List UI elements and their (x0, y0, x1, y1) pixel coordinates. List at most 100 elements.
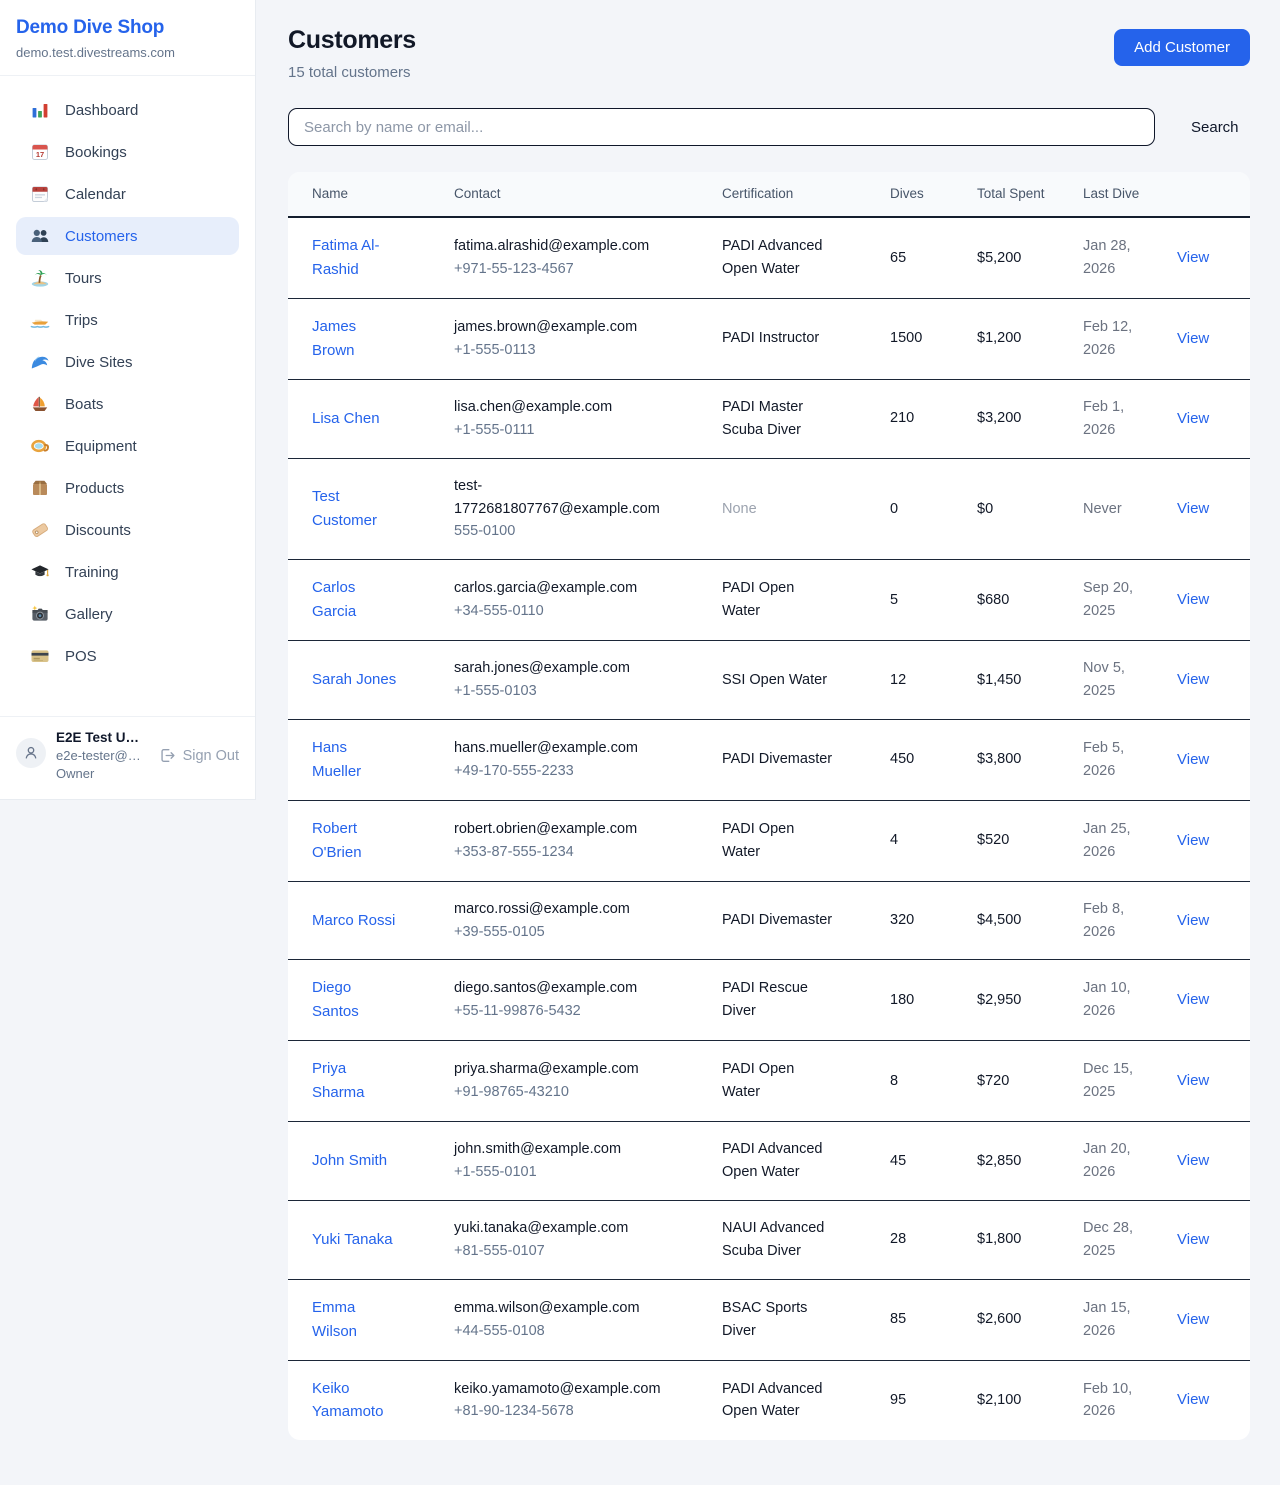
customer-name-link[interactable]: Priya Sharma (312, 1060, 365, 1102)
customer-total-spent: $3,200 (961, 379, 1067, 459)
sidebar-item-calendar[interactable]: Calendar (16, 175, 239, 213)
sidebar-item-equipment[interactable]: Equipment (16, 427, 239, 465)
customer-last-dive: Jan 25, 2026 (1067, 800, 1161, 882)
customer-email: emma.wilson@example.com (454, 1299, 640, 1316)
view-link[interactable]: View (1177, 249, 1210, 267)
sidebar-item-gallery[interactable]: Gallery (16, 595, 239, 633)
customer-total-spent: $0 (961, 458, 1067, 561)
view-link[interactable]: View (1177, 500, 1210, 518)
diving-mask-icon (30, 436, 50, 456)
add-customer-button[interactable]: Add Customer (1114, 29, 1250, 66)
customer-name-link[interactable]: Sarah Jones (312, 671, 397, 689)
sidebar-item-label: Products (65, 479, 125, 497)
desert-island-icon (30, 268, 50, 288)
customer-dives: 450 (874, 719, 961, 801)
view-link[interactable]: View (1177, 750, 1210, 768)
sidebar-item-training[interactable]: Training (16, 553, 239, 591)
sidebar-item-dashboard[interactable]: Dashboard (16, 91, 239, 129)
customer-name-link[interactable]: James Brown (312, 318, 357, 359)
table-row: James Brown james.brown@example.com +1-5… (288, 298, 1250, 380)
avatar (16, 738, 46, 768)
customer-dives: 45 (874, 1121, 961, 1201)
table-row: Hans Mueller hans.mueller@example.com +4… (288, 719, 1250, 801)
column-header-dives: Dives (874, 172, 961, 219)
view-link[interactable]: View (1177, 831, 1210, 849)
customer-phone: +353-87-555-1234 (454, 843, 574, 860)
customer-email: james.brown@example.com (454, 319, 638, 336)
table-row: Test Customer test-1772681807767@example… (288, 458, 1250, 561)
sidebar-item-boats[interactable]: Boats (16, 385, 239, 423)
user-info: E2E Test U… e2e-tester@… Owner (56, 730, 149, 781)
people-icon (30, 226, 50, 246)
customer-name-link[interactable]: Test Customer (312, 488, 378, 530)
sailboat-icon (30, 394, 50, 414)
sidebar-item-label: Training (65, 563, 119, 581)
customer-name-link[interactable]: Fatima Al-Rashid (312, 237, 380, 279)
customer-dives: 65 (874, 217, 961, 300)
view-link[interactable]: View (1177, 991, 1210, 1009)
customer-name-link[interactable]: Emma Wilson (312, 1298, 358, 1340)
person-icon (25, 746, 37, 759)
wave-icon (30, 352, 50, 372)
bar-chart-icon (30, 100, 50, 120)
customer-phone: +34-555-0110 (454, 603, 544, 620)
customer-total-spent: $2,950 (961, 959, 1067, 1042)
view-link[interactable]: View (1177, 591, 1210, 609)
sidebar-item-tours[interactable]: Tours (16, 259, 239, 297)
view-link[interactable]: View (1177, 409, 1210, 427)
table-row: Keiko Yamamoto keiko.yamamoto@example.co… (288, 1360, 1250, 1440)
customer-name-link[interactable]: Carlos Garcia (312, 579, 357, 621)
customer-last-dive: Never (1067, 458, 1161, 561)
customer-email: keiko.yamamoto@example.com (454, 1380, 661, 1397)
customer-email: fatima.alrashid@example.com (454, 238, 650, 255)
view-link[interactable]: View (1177, 1310, 1210, 1328)
customer-name-link[interactable]: Keiko Yamamoto (312, 1379, 384, 1421)
sidebar-footer: E2E Test U… e2e-tester@… Owner Sign Out (0, 716, 255, 799)
sidebar-item-trips[interactable]: Trips (16, 301, 239, 339)
customer-dives: 180 (874, 959, 961, 1042)
search-input[interactable] (288, 108, 1155, 146)
view-link[interactable]: View (1177, 1391, 1210, 1409)
customer-name-link[interactable]: John Smith (312, 1152, 388, 1170)
sidebar-item-dive-sites[interactable]: Dive Sites (16, 343, 239, 381)
view-link[interactable]: View (1177, 1230, 1210, 1248)
customer-last-dive: Jan 10, 2026 (1067, 959, 1161, 1042)
sidebar-item-discounts[interactable]: Discounts (16, 511, 239, 549)
customer-name-link[interactable]: Yuki Tanaka (312, 1230, 393, 1248)
table-row: Yuki Tanaka yuki.tanaka@example.com +81-… (288, 1200, 1250, 1280)
view-link[interactable]: View (1177, 911, 1210, 929)
customer-last-dive: Jan 15, 2026 (1067, 1279, 1161, 1361)
customer-name-link[interactable]: Hans Mueller (312, 739, 362, 780)
view-link[interactable]: View (1177, 1072, 1210, 1090)
sidebar-item-products[interactable]: Products (16, 469, 239, 507)
search-button[interactable]: Search (1191, 118, 1239, 136)
table-row: Fatima Al-Rashid fatima.alrashid@example… (288, 217, 1250, 300)
customer-phone: +49-170-555-2233 (454, 762, 574, 779)
sidebar-item-label: Boats (65, 395, 104, 413)
customer-email: sarah.jones@example.com (454, 660, 630, 677)
sidebar-item-label: Discounts (65, 521, 131, 539)
sign-out-button[interactable]: Sign Out (159, 747, 239, 764)
sidebar-item-customers[interactable]: Customers (16, 217, 239, 255)
customer-count: 15 total customers (288, 64, 411, 81)
sidebar-item-pos[interactable]: POS (16, 637, 239, 675)
sidebar-item-bookings[interactable]: 17 Bookings (16, 133, 239, 171)
customer-email: carlos.garcia@example.com (454, 580, 638, 597)
customer-phone: +1-555-0103 (454, 683, 537, 700)
column-header-name: Name (288, 172, 438, 219)
view-link[interactable]: View (1177, 329, 1210, 347)
view-link[interactable]: View (1177, 1152, 1210, 1170)
customer-name-link[interactable]: Marco Rossi (312, 911, 396, 929)
view-link[interactable]: View (1177, 671, 1210, 689)
customer-dives: 4 (874, 800, 961, 882)
customer-dives: 210 (874, 379, 961, 459)
sidebar-item-label: Trips (65, 311, 98, 329)
customer-total-spent: $1,800 (961, 1200, 1067, 1280)
customer-phone: +44-555-0108 (454, 1322, 545, 1339)
customer-dives: 8 (874, 1040, 961, 1123)
customer-name-link[interactable]: Diego Santos (312, 979, 359, 1021)
customer-phone: +971-55-123-4567 (454, 261, 574, 278)
customer-name-link[interactable]: Robert O'Brien (312, 819, 362, 861)
customer-name-link[interactable]: Lisa Chen (312, 409, 380, 427)
customer-last-dive: Sep 20, 2025 (1067, 559, 1161, 642)
